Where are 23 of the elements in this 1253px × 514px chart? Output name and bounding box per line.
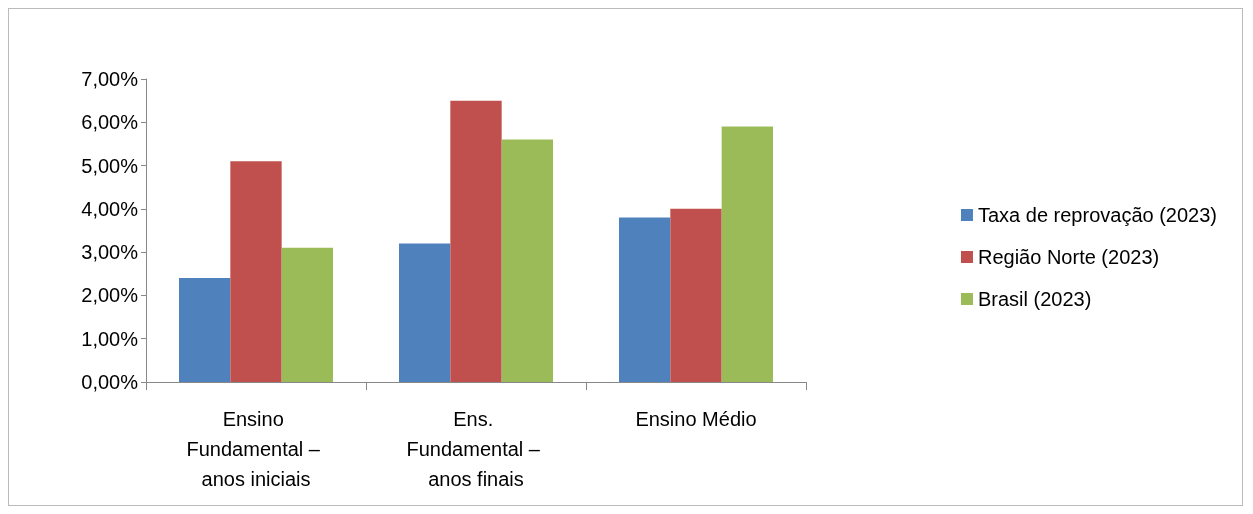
bar: [399, 243, 451, 382]
bar: [179, 278, 231, 382]
y-tick-label: 6,00%: [81, 111, 139, 134]
y-tick-label: 5,00%: [81, 154, 139, 177]
bar: [670, 208, 722, 382]
y-tick-label: 0,00%: [81, 371, 139, 393]
y-tick-label: 2,00%: [81, 284, 139, 307]
y-tick-label: 4,00%: [81, 197, 139, 220]
bar: [281, 247, 333, 382]
y-tick-label: 1,00%: [81, 327, 139, 350]
y-tick-label: 7,00%: [81, 68, 139, 90]
x-tick-label: Ensino Fundamental – anos iniciais: [186, 408, 326, 490]
y-tick-label: 3,00%: [81, 241, 139, 264]
legend-label: Região Norte (2023): [977, 246, 1160, 268]
bar: [230, 161, 282, 382]
bar: [619, 217, 671, 382]
x-tick-label: Ensino Médio: [635, 408, 757, 430]
x-tick-label: Ens. Fundamental – anos finais: [406, 408, 546, 490]
bar: [501, 139, 553, 382]
legend-label: Taxa de reprovação (2023): [977, 204, 1218, 226]
bar: [721, 126, 773, 382]
bar: [450, 100, 502, 382]
legend-label: Brasil (2023): [977, 288, 1092, 310]
